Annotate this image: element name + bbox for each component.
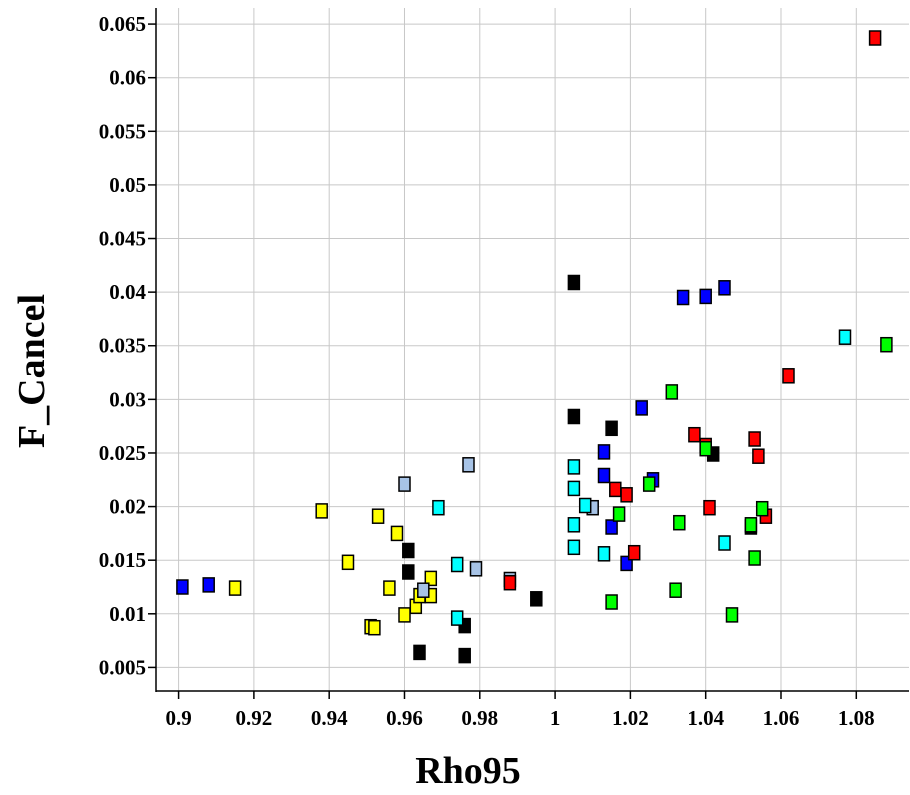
x-tick-label: 0.94 xyxy=(311,706,348,730)
y-tick-label: 0.035 xyxy=(99,334,146,358)
data-point xyxy=(371,508,385,524)
data-point xyxy=(469,561,483,577)
y-axis-ticks: 0.005 0.01 0.015 0.02 0.025 0.03 0.035 0.04 0.04… xyxy=(99,12,156,679)
data-point xyxy=(755,500,769,517)
data-point xyxy=(398,476,411,492)
data-point xyxy=(703,499,716,516)
y-tick-label: 0.005 xyxy=(99,655,146,679)
x-tick-label: 1 xyxy=(550,706,561,730)
data-point xyxy=(597,546,611,562)
data-point xyxy=(202,577,215,593)
x-tick-label: 1.06 xyxy=(763,706,800,730)
x-tick-label: 0.96 xyxy=(386,706,423,730)
data-point xyxy=(699,440,712,457)
y-tick-label: 0.025 xyxy=(99,441,146,465)
data-point xyxy=(578,497,592,514)
data-point xyxy=(417,582,430,598)
axes xyxy=(155,8,909,692)
data-point xyxy=(673,514,686,531)
data-point xyxy=(612,506,626,522)
x-tick-label: 1.04 xyxy=(687,706,724,730)
x-tick-label: 0.9 xyxy=(165,706,191,730)
data-point xyxy=(627,544,641,561)
data-point xyxy=(880,336,893,353)
data-point xyxy=(620,555,633,572)
data-point xyxy=(699,288,712,305)
x-tick-label: 0.92 xyxy=(236,706,273,730)
data-point xyxy=(642,476,656,492)
data-point xyxy=(748,431,761,447)
data-point xyxy=(609,481,622,498)
y-tick-label: 0.02 xyxy=(109,495,146,519)
data-point xyxy=(718,535,731,551)
x-axis-ticks: 0.9 0.92 0.94 0.96 0.98 1 1.02 1.04 1.06 1.08 xyxy=(165,691,875,730)
y-tick-label: 0.045 xyxy=(99,227,146,251)
data-point xyxy=(402,564,415,580)
y-tick-label: 0.03 xyxy=(109,387,146,411)
data-point xyxy=(432,499,445,516)
y-axis-title: F_Cancel xyxy=(11,294,53,448)
data-point xyxy=(725,607,739,623)
y-tick-label: 0.06 xyxy=(109,66,146,90)
data-points xyxy=(176,30,893,664)
x-axis-title: Rho95 xyxy=(415,750,521,792)
data-point xyxy=(605,519,618,535)
grid xyxy=(156,8,909,691)
y-tick-label: 0.015 xyxy=(99,548,146,572)
data-point xyxy=(752,448,765,464)
data-point xyxy=(458,647,471,664)
data-point xyxy=(567,459,581,475)
data-point xyxy=(744,517,758,533)
y-tick-label: 0.04 xyxy=(109,280,146,304)
data-point xyxy=(868,30,882,46)
data-point xyxy=(228,580,242,596)
data-point xyxy=(635,400,648,416)
data-point xyxy=(567,480,581,497)
data-point xyxy=(718,280,731,296)
y-tick-label: 0.055 xyxy=(99,119,146,143)
data-point xyxy=(390,525,404,542)
data-point xyxy=(450,610,464,626)
data-point xyxy=(567,539,581,556)
data-point xyxy=(462,457,475,473)
data-point xyxy=(503,574,517,591)
data-point xyxy=(567,408,581,425)
data-point xyxy=(402,542,415,559)
data-point xyxy=(398,607,411,623)
data-point xyxy=(176,579,189,595)
data-point xyxy=(450,556,464,573)
data-point xyxy=(748,550,761,566)
data-point xyxy=(782,368,795,384)
data-point xyxy=(383,580,396,596)
x-tick-label: 1.08 xyxy=(838,706,875,730)
y-tick-label: 0.065 xyxy=(99,12,146,36)
data-point xyxy=(605,594,618,610)
data-point xyxy=(597,467,611,484)
data-point xyxy=(605,420,618,437)
data-point xyxy=(530,591,543,607)
data-point xyxy=(368,619,381,636)
data-point xyxy=(597,444,611,460)
x-tick-label: 1.02 xyxy=(612,706,649,730)
data-point xyxy=(567,274,581,291)
data-point xyxy=(424,570,438,587)
y-tick-label: 0.01 xyxy=(109,602,146,626)
data-point xyxy=(620,487,633,503)
data-point xyxy=(341,554,355,571)
x-tick-label: 0.98 xyxy=(461,706,498,730)
data-point xyxy=(669,582,682,598)
data-point xyxy=(688,426,701,443)
data-point xyxy=(315,503,328,519)
data-point xyxy=(413,644,426,661)
y-tick-label: 0.05 xyxy=(109,173,146,197)
data-point xyxy=(567,517,581,533)
data-point xyxy=(676,289,690,306)
data-point xyxy=(665,384,679,400)
data-point xyxy=(838,329,852,345)
